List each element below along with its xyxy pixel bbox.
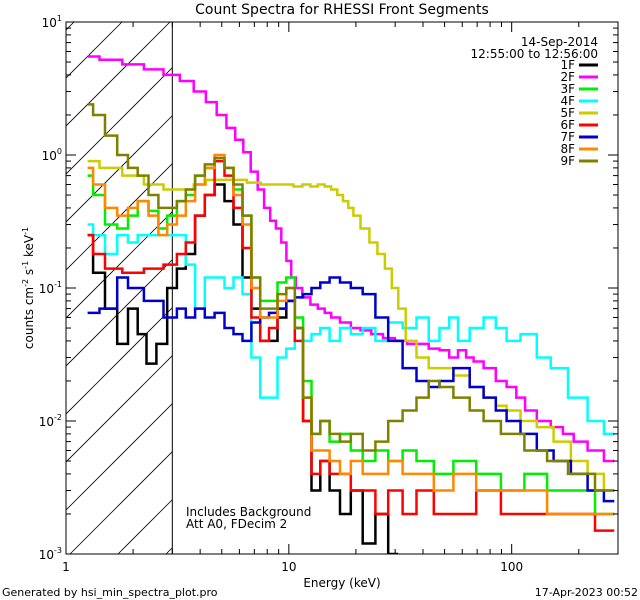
x-tick-label: 10 bbox=[281, 560, 296, 574]
annotation-attenuator: Att A0, FDecim 2 bbox=[186, 517, 287, 531]
legend-label-5F: 5F bbox=[560, 106, 575, 120]
legend-label-2F: 2F bbox=[560, 70, 575, 84]
legend-label-6F: 6F bbox=[560, 118, 575, 132]
x-tick-label: 1 bbox=[62, 560, 70, 574]
timestamp-label: 17-Apr-2023 00:52 bbox=[535, 586, 638, 599]
chart-title: Count Spectra for RHESSI Front Segments bbox=[195, 2, 489, 18]
y-axis-label: counts cm-2 s-1 keV-1 bbox=[21, 227, 36, 349]
legend-label-1F: 1F bbox=[560, 58, 575, 72]
date-label: 14-Sep-2014 bbox=[521, 35, 598, 49]
annotation-background: Includes Background bbox=[186, 505, 311, 519]
series-line-7F bbox=[87, 276, 615, 503]
y-tick-label: 100 bbox=[42, 147, 62, 163]
legend-label-7F: 7F bbox=[560, 130, 575, 144]
x-axis-label: Energy (keV) bbox=[303, 576, 380, 590]
series-layer bbox=[87, 55, 615, 554]
y-tick-label: 10-3 bbox=[39, 546, 62, 562]
legend-label-3F: 3F bbox=[560, 82, 575, 96]
generated-by-label: Generated by hsi_min_spectra_plot.pro bbox=[2, 586, 218, 599]
axis-ticks: 1 10 100 101 100 10-1 10-2 10-3 bbox=[39, 14, 618, 574]
legend-label-4F: 4F bbox=[560, 94, 575, 108]
y-tick-label: 10-2 bbox=[39, 413, 62, 429]
legend-label-9F: 9F bbox=[560, 154, 575, 168]
y-tick-label: 101 bbox=[42, 14, 62, 30]
minor-ticks bbox=[66, 22, 619, 554]
series-line-8F bbox=[87, 153, 615, 516]
time-range-label: 12:55:00 to 12:56:00 bbox=[471, 47, 598, 61]
y-tick-label: 10-1 bbox=[39, 280, 62, 296]
legend-label-8F: 8F bbox=[560, 142, 575, 156]
x-tick-label: 100 bbox=[500, 560, 523, 574]
series-line-2F bbox=[87, 55, 615, 463]
series-line-9F bbox=[87, 103, 615, 492]
